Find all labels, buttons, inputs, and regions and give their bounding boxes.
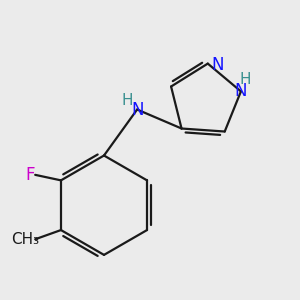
Text: N: N — [212, 56, 224, 74]
Text: H: H — [240, 72, 251, 87]
Text: H: H — [121, 93, 133, 108]
Text: N: N — [235, 82, 247, 100]
Text: N: N — [132, 100, 144, 118]
Text: CH₃: CH₃ — [11, 232, 39, 247]
Text: F: F — [26, 166, 35, 184]
